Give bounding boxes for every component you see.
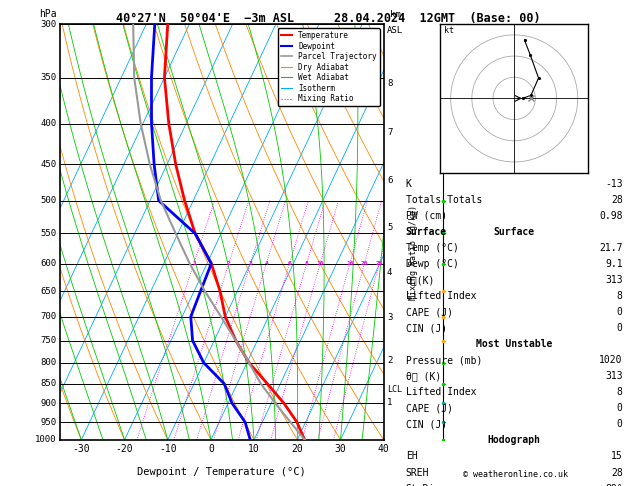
- Text: 30: 30: [335, 444, 347, 454]
- Text: Lifted Index: Lifted Index: [406, 291, 476, 301]
- Text: 300: 300: [40, 20, 57, 29]
- Text: 2: 2: [387, 356, 392, 365]
- Text: 10: 10: [316, 261, 324, 266]
- Text: θᴇ (K): θᴇ (K): [406, 371, 441, 382]
- Text: kt: kt: [444, 26, 454, 35]
- Text: 1000: 1000: [35, 435, 57, 444]
- Text: 4: 4: [387, 268, 392, 278]
- Text: CAPE (J): CAPE (J): [406, 307, 453, 317]
- Text: 3: 3: [248, 261, 252, 266]
- Text: 950: 950: [40, 417, 57, 427]
- Text: Hodograph: Hodograph: [487, 435, 541, 446]
- Text: 500: 500: [40, 196, 57, 205]
- Text: -13: -13: [605, 179, 623, 189]
- Text: 0: 0: [617, 323, 623, 333]
- Text: EH: EH: [406, 451, 418, 462]
- Text: 28.04.2024  12GMT  (Base: 00): 28.04.2024 12GMT (Base: 00): [334, 12, 540, 25]
- Text: 0: 0: [208, 444, 214, 454]
- Text: 550: 550: [40, 229, 57, 238]
- Text: Surface: Surface: [494, 227, 535, 237]
- Text: CAPE (J): CAPE (J): [406, 403, 453, 414]
- Text: 25: 25: [376, 261, 383, 266]
- Text: 16: 16: [346, 261, 353, 266]
- Text: Temp (°C): Temp (°C): [406, 243, 459, 253]
- Text: © weatheronline.co.uk: © weatheronline.co.uk: [464, 469, 568, 479]
- Text: Pressure (mb): Pressure (mb): [406, 355, 482, 365]
- Text: 20: 20: [291, 444, 303, 454]
- Text: 700: 700: [40, 312, 57, 321]
- Text: LCL: LCL: [387, 385, 402, 394]
- Text: StmDir: StmDir: [406, 484, 441, 486]
- Text: 10: 10: [248, 444, 260, 454]
- Text: K: K: [406, 179, 411, 189]
- Text: 4: 4: [264, 261, 268, 266]
- Text: ASL: ASL: [387, 26, 403, 35]
- Text: Lifted Index: Lifted Index: [406, 387, 476, 398]
- Text: 1: 1: [192, 261, 196, 266]
- Text: 850: 850: [40, 379, 57, 388]
- Text: 7: 7: [387, 128, 392, 137]
- Text: 0: 0: [617, 403, 623, 414]
- Text: Surface: Surface: [406, 227, 447, 237]
- Text: θᴇ(K): θᴇ(K): [406, 275, 435, 285]
- Text: 28: 28: [611, 468, 623, 478]
- Text: 21.7: 21.7: [599, 243, 623, 253]
- Text: 8: 8: [387, 79, 392, 88]
- Text: 450: 450: [40, 160, 57, 169]
- Text: Most Unstable: Most Unstable: [476, 339, 552, 349]
- Text: 1: 1: [387, 399, 392, 407]
- Text: 3: 3: [387, 313, 392, 322]
- Text: 0: 0: [617, 419, 623, 430]
- Text: 0: 0: [617, 307, 623, 317]
- Text: Mixing Ratio (g/kg): Mixing Ratio (g/kg): [409, 206, 418, 300]
- Text: 750: 750: [40, 336, 57, 345]
- Text: 40°27'N  50°04'E  −3m ASL: 40°27'N 50°04'E −3m ASL: [116, 12, 294, 25]
- Text: 15: 15: [611, 451, 623, 462]
- Text: 89°: 89°: [605, 484, 623, 486]
- Text: 800: 800: [40, 358, 57, 367]
- Text: 900: 900: [40, 399, 57, 408]
- Text: CIN (J): CIN (J): [406, 323, 447, 333]
- Text: 2: 2: [227, 261, 231, 266]
- Text: hPa: hPa: [39, 9, 57, 19]
- Text: 400: 400: [40, 119, 57, 128]
- Text: 9.1: 9.1: [605, 259, 623, 269]
- Text: 350: 350: [40, 73, 57, 82]
- Text: 40: 40: [378, 444, 389, 454]
- Text: 8: 8: [617, 387, 623, 398]
- Text: 28: 28: [611, 195, 623, 205]
- Text: CIN (J): CIN (J): [406, 419, 447, 430]
- Text: Dewp (°C): Dewp (°C): [406, 259, 459, 269]
- Text: 600: 600: [40, 259, 57, 268]
- Text: 8: 8: [305, 261, 309, 266]
- Text: 1020: 1020: [599, 355, 623, 365]
- Text: 0.98: 0.98: [599, 211, 623, 221]
- Text: 313: 313: [605, 275, 623, 285]
- Text: 650: 650: [40, 287, 57, 295]
- Text: -10: -10: [159, 444, 177, 454]
- Text: SREH: SREH: [406, 468, 429, 478]
- Text: 6: 6: [287, 261, 291, 266]
- Text: PW (cm): PW (cm): [406, 211, 447, 221]
- Text: Totals Totals: Totals Totals: [406, 195, 482, 205]
- Text: 313: 313: [605, 371, 623, 382]
- Text: 8: 8: [617, 291, 623, 301]
- Text: 5: 5: [387, 223, 392, 232]
- Legend: Temperature, Dewpoint, Parcel Trajectory, Dry Adiabat, Wet Adiabat, Isotherm, Mi: Temperature, Dewpoint, Parcel Trajectory…: [277, 28, 380, 106]
- Text: Dewpoint / Temperature (°C): Dewpoint / Temperature (°C): [137, 467, 306, 477]
- Text: km: km: [389, 10, 401, 19]
- Text: 6: 6: [387, 176, 392, 185]
- Text: -20: -20: [116, 444, 133, 454]
- Text: 20: 20: [360, 261, 368, 266]
- Text: -30: -30: [72, 444, 90, 454]
